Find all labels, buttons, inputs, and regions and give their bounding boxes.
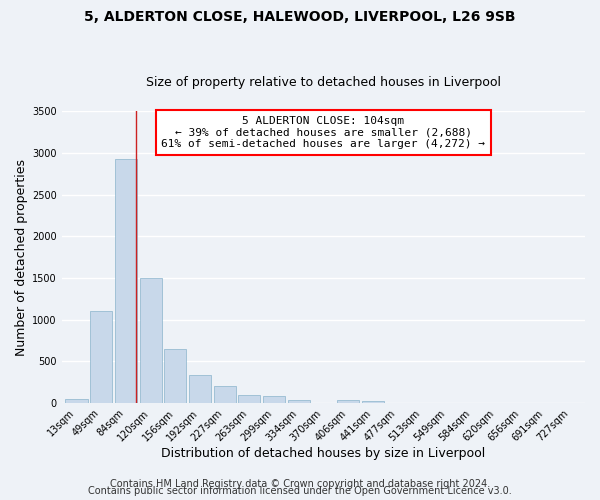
Bar xyxy=(287,400,310,403)
Bar xyxy=(115,159,137,403)
X-axis label: Distribution of detached houses by size in Liverpool: Distribution of detached houses by size … xyxy=(161,447,485,460)
Y-axis label: Number of detached properties: Number of detached properties xyxy=(15,158,28,356)
Bar xyxy=(337,400,359,403)
Bar xyxy=(90,312,112,403)
Bar xyxy=(238,394,260,403)
Bar xyxy=(362,402,384,403)
Bar xyxy=(214,386,236,403)
Bar xyxy=(140,278,162,403)
Text: 5 ALDERTON CLOSE: 104sqm
← 39% of detached houses are smaller (2,688)
61% of sem: 5 ALDERTON CLOSE: 104sqm ← 39% of detach… xyxy=(161,116,485,149)
Text: Contains HM Land Registry data © Crown copyright and database right 2024.: Contains HM Land Registry data © Crown c… xyxy=(110,479,490,489)
Text: Contains public sector information licensed under the Open Government Licence v3: Contains public sector information licen… xyxy=(88,486,512,496)
Bar xyxy=(189,376,211,403)
Bar xyxy=(65,399,88,403)
Text: 5, ALDERTON CLOSE, HALEWOOD, LIVERPOOL, L26 9SB: 5, ALDERTON CLOSE, HALEWOOD, LIVERPOOL, … xyxy=(84,10,516,24)
Title: Size of property relative to detached houses in Liverpool: Size of property relative to detached ho… xyxy=(146,76,501,90)
Bar xyxy=(164,349,187,403)
Bar xyxy=(263,396,285,403)
